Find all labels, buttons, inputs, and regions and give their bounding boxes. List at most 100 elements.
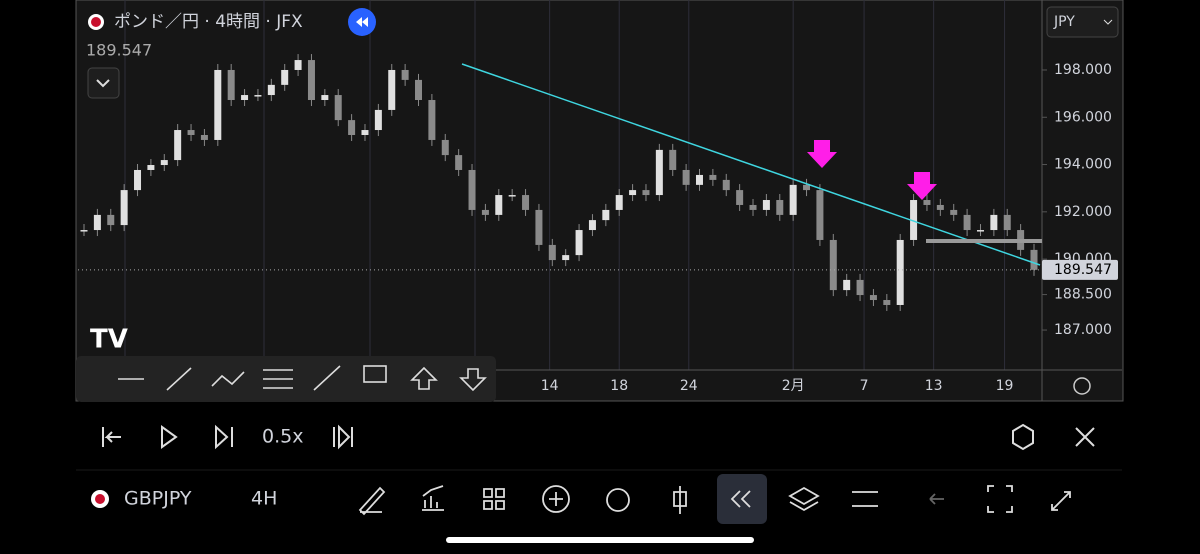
x-tick-label: 7 [860,378,869,394]
candle [669,149,677,170]
candle [562,255,570,261]
y-tick-label: 198.000 [1054,62,1112,78]
home-indicator [446,537,754,543]
candle [963,214,971,231]
candle [1030,249,1038,270]
candle [829,239,837,291]
y-tick-label: 196.000 [1054,109,1112,125]
y-tick-label: 192.000 [1054,204,1112,220]
candle [869,295,877,301]
fullscreen[interactable] [1051,491,1071,511]
x-tick-label: 18 [610,378,628,394]
x-tick-label: 13 [925,378,943,394]
candle [615,195,623,210]
candle [936,204,944,210]
candle [695,174,703,185]
candles [78,54,1042,311]
candle [856,279,864,296]
candle [160,160,168,166]
candle [709,174,717,180]
drawing-toolbar [76,356,496,402]
candle [548,244,556,261]
indicators[interactable] [422,485,444,511]
jump-start[interactable] [102,427,121,447]
candle [803,184,811,191]
arrow-down[interactable] [907,172,937,200]
candle [214,69,222,140]
replay-bar [102,423,1095,451]
replay-speed[interactable]: 0.5x [262,426,303,448]
tool-arrow-up[interactable] [410,366,438,390]
candle [267,84,275,96]
y-tick-label: 188.500 [1054,287,1112,303]
chart-panel [75,0,1124,402]
flag-icon [95,494,105,504]
tool-arrow-down[interactable] [459,368,487,392]
bottom-toolbar [358,474,1071,524]
candle [428,100,436,140]
candle [602,209,610,221]
candle [950,209,958,215]
settings[interactable] [1012,423,1034,451]
undo[interactable] [929,493,944,505]
step-forward[interactable] [215,424,233,450]
close[interactable] [1075,427,1095,447]
tool-text[interactable] [363,365,387,383]
settings-icon[interactable] [1073,377,1091,395]
bottom-interval[interactable]: 4H [251,488,277,510]
candle [522,195,530,210]
screenshot[interactable] [987,485,1013,513]
x-tick-label: 24 [680,378,698,394]
candle [883,300,891,305]
candle [174,130,182,161]
layers[interactable] [788,486,820,512]
add-plus [549,492,563,506]
candle [455,155,463,170]
candle [896,239,904,305]
symbol-title[interactable]: ポンド／円 · 4時間 · JFX [114,12,303,32]
tool-trend[interactable] [313,365,341,391]
x-tick-label: 14 [541,378,559,394]
candle [575,230,583,256]
candle [374,109,382,131]
candle [642,190,650,196]
candle [93,214,101,231]
tool-parallel[interactable] [263,369,293,389]
currency-select[interactable] [1046,6,1119,38]
candle [495,195,503,215]
grid [124,0,1006,370]
bars[interactable] [673,486,687,514]
candle [789,184,797,215]
candle [762,200,770,210]
trend-line[interactable] [461,63,1041,266]
horizontal-line[interactable] [926,239,1042,243]
tool-ray[interactable] [166,367,192,391]
flag-icon [91,17,101,27]
candle [722,179,730,191]
arrow-down[interactable] [807,140,837,168]
candle [923,200,931,205]
y-tick-label: 187.000 [1054,322,1112,338]
collapse-button[interactable] [87,67,120,99]
play[interactable] [161,425,178,449]
candle [401,69,409,80]
alert[interactable] [606,488,630,512]
draw[interactable] [358,486,386,516]
settings[interactable] [852,491,878,507]
tool-path[interactable] [211,371,245,387]
candle [294,60,302,70]
add[interactable] [542,485,570,513]
chevron [1103,19,1113,25]
bottom-symbol[interactable]: GBPJPY [124,488,192,510]
candle [321,95,329,101]
candle [281,69,289,85]
candle [147,165,155,170]
candle [1003,214,1011,231]
jump-end[interactable] [333,424,353,450]
candle [134,169,142,191]
currency: JPY [1053,14,1075,30]
candle [227,69,235,101]
templates[interactable] [483,488,505,510]
candle [629,190,637,196]
